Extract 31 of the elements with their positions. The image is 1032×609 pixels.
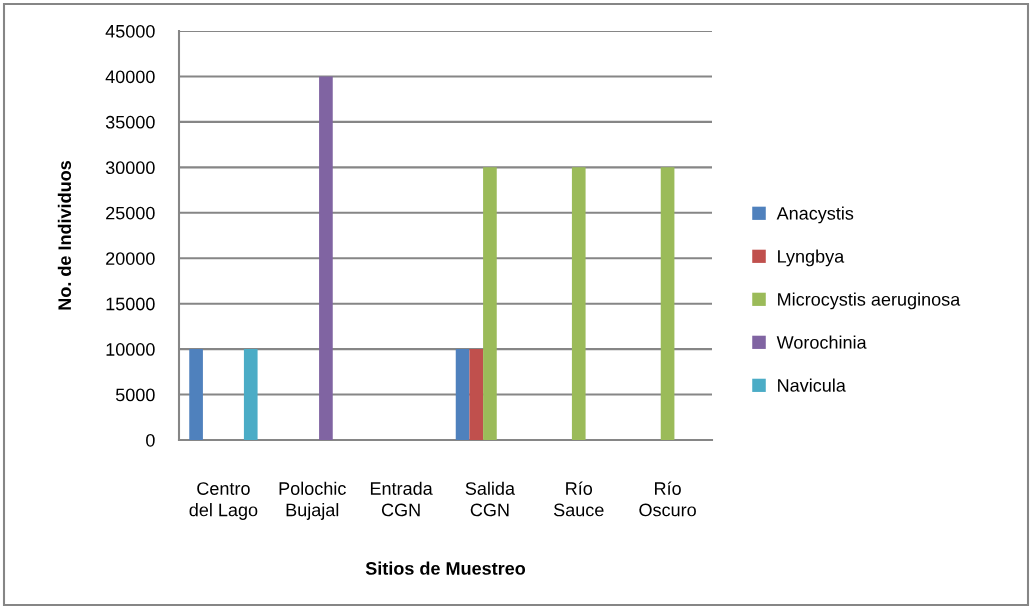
y-tick-label: 0 — [146, 433, 155, 447]
legend-label: Worochinia — [776, 335, 867, 349]
legend-label: Lyngbya — [778, 249, 845, 267]
bar — [469, 349, 484, 440]
bar — [571, 167, 586, 440]
y-tick-label: 45000 — [105, 24, 155, 38]
legend-label: Navicula — [778, 378, 846, 392]
x-axis-title: Sitios de Muestreo — [365, 561, 526, 575]
y-tick-label: 5000 — [115, 388, 155, 402]
y-tick-label: 10000 — [106, 343, 155, 356]
x-tick-label: Polochic Bujajal — [279, 481, 346, 520]
x-tick-label: Río Oscuro — [639, 481, 696, 517]
x-tick-label: Salida CGN — [465, 481, 516, 517]
bar — [455, 349, 470, 440]
x-tick-label: Centro del Lago — [189, 482, 258, 520]
legend-label: Microcystis aeruginosa — [778, 292, 961, 310]
bar — [189, 349, 203, 440]
bar — [660, 167, 675, 440]
y-tick-label: 35000 — [105, 115, 155, 129]
y-axis-title: No. de Individuos — [57, 161, 72, 310]
x-tick-label: Entrada CGN — [370, 481, 433, 517]
bar — [319, 76, 333, 440]
y-tick-label: 25000 — [106, 206, 155, 220]
x-tick-label: Río Sauce — [553, 481, 604, 517]
y-tick-label: 20000 — [106, 252, 155, 265]
y-tick-label: 15000 — [106, 297, 155, 311]
y-tick-label: 40000 — [105, 70, 155, 84]
y-tick-label: 30000 — [105, 161, 155, 175]
bar — [243, 349, 258, 440]
bar — [483, 167, 497, 440]
legend-label: Anacystis — [776, 206, 854, 224]
